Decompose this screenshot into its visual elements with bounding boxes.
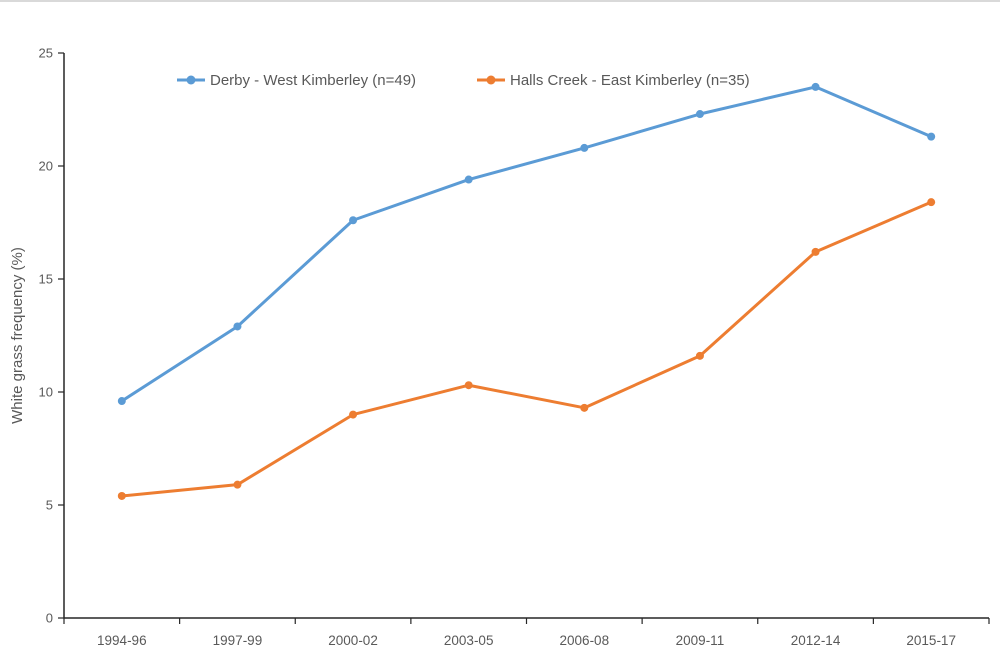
legend-marker-swatch: [186, 75, 196, 85]
x-axis-category-label: 2015-17: [906, 633, 956, 648]
series-1-data-point-marker: [349, 410, 358, 419]
series-0-data-point-marker: [927, 132, 936, 141]
axis-labels-layer: 0 5 10 15 20 25 1994-96 1997-99 2000-02 2003-05 20…: [9, 46, 956, 649]
axis-lines: [63, 53, 989, 619]
series-0-data-point-marker: [580, 143, 589, 152]
y-axis-tick-label: 25: [39, 46, 53, 61]
x-axis-category-label: 2000-02: [328, 633, 378, 648]
series-layer: [117, 82, 936, 500]
series-1-data-point-marker: [117, 491, 126, 500]
series-0-data-point-marker: [233, 322, 242, 331]
page-top-border: [0, 0, 1000, 2]
series-0-data-point-marker: [117, 397, 126, 406]
series-0-data-point-marker: [464, 175, 473, 184]
legend-item: Derby - West Kimberley (n=49): [177, 72, 416, 89]
series-1-data-point-marker: [927, 198, 936, 207]
axes-layer: [58, 52, 990, 624]
x-axis-category-label: 2006-08: [560, 633, 610, 648]
y-axis-title: White grass frequency (%): [9, 247, 26, 424]
series-0-data-point-marker: [811, 82, 820, 91]
series-0-data-point-marker: [349, 216, 358, 225]
legend-item: Halls Creek - East Kimberley (n=35): [477, 72, 750, 89]
x-axis-category-label: 2003-05: [444, 633, 494, 648]
series-1-data-point-marker: [695, 351, 704, 360]
series-1-data-point-marker: [464, 381, 473, 390]
y-axis-tick-label: 0: [46, 611, 53, 626]
legend-marker-swatch: [486, 75, 496, 85]
y-axis-tick-label: 15: [39, 272, 53, 287]
series-1-data-point-marker: [811, 247, 820, 256]
legend-label: Derby - West Kimberley (n=49): [210, 72, 416, 89]
legend-label: Halls Creek - East Kimberley (n=35): [510, 72, 750, 89]
x-axis-category-label: 2009-11: [676, 633, 725, 648]
series-1-data-point-marker: [233, 480, 242, 489]
series-1-data-point-marker: [580, 403, 589, 412]
series-0-data-point-marker: [695, 110, 704, 119]
x-axis-category-label: 2012-14: [791, 633, 841, 648]
x-axis-category-label: 1994-96: [97, 633, 147, 648]
y-axis-tick-label: 10: [39, 385, 53, 400]
series-line-0: [120, 85, 933, 403]
y-axis-tick-label: 20: [39, 159, 53, 174]
chart-legend: Derby - West Kimberley (n=49) Halls Creek…: [177, 72, 750, 89]
x-axis-category-label: 1997-99: [213, 633, 263, 648]
y-axis-tick-label: 5: [46, 498, 53, 513]
series-line-1: [120, 200, 933, 498]
